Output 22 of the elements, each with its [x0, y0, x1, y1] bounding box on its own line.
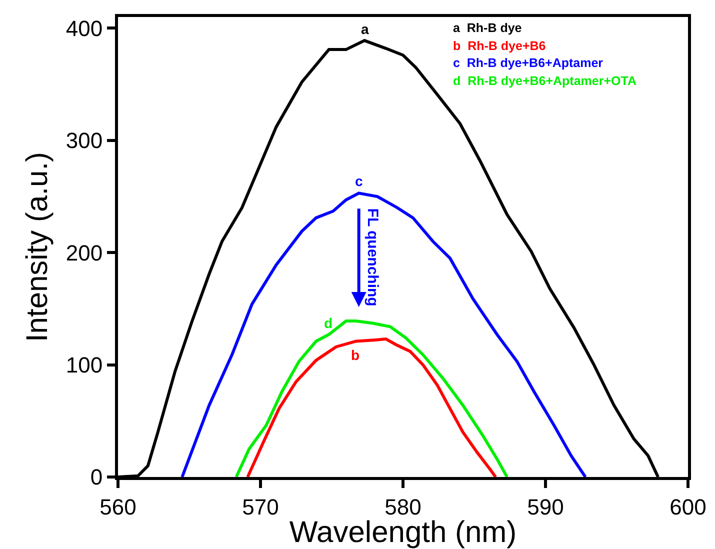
- y-axis-title: Intensity (a.u.): [20, 152, 54, 342]
- annotation: c: [355, 173, 363, 189]
- line-series: [234, 320, 509, 477]
- y-tick-label: 300: [66, 128, 103, 154]
- text: b Rh-B dye+B6: [453, 39, 546, 53]
- line-series: [180, 192, 587, 477]
- x-tick-label: 570: [242, 494, 279, 520]
- annotation: a: [361, 21, 369, 37]
- y-tick-label: 200: [66, 240, 103, 266]
- y-tick-label: 0: [90, 464, 103, 490]
- y-tick-label: 400: [66, 16, 103, 41]
- text: a Rh-B dye: [453, 21, 522, 35]
- x-tick-label: 560: [100, 494, 136, 520]
- y-tick-label: 100: [66, 352, 103, 378]
- x-tick-label: 600: [670, 494, 706, 520]
- line-series: [246, 338, 498, 477]
- annotation: b: [351, 347, 360, 363]
- annotation: FL quenching: [364, 208, 381, 306]
- text: c Rh-B dye+B6+Aptamer: [453, 56, 604, 70]
- x-tick-label: 590: [527, 494, 564, 520]
- annotation: d: [324, 315, 333, 331]
- text: d Rh-B dye+B6+Aptamer+OTA: [453, 74, 636, 88]
